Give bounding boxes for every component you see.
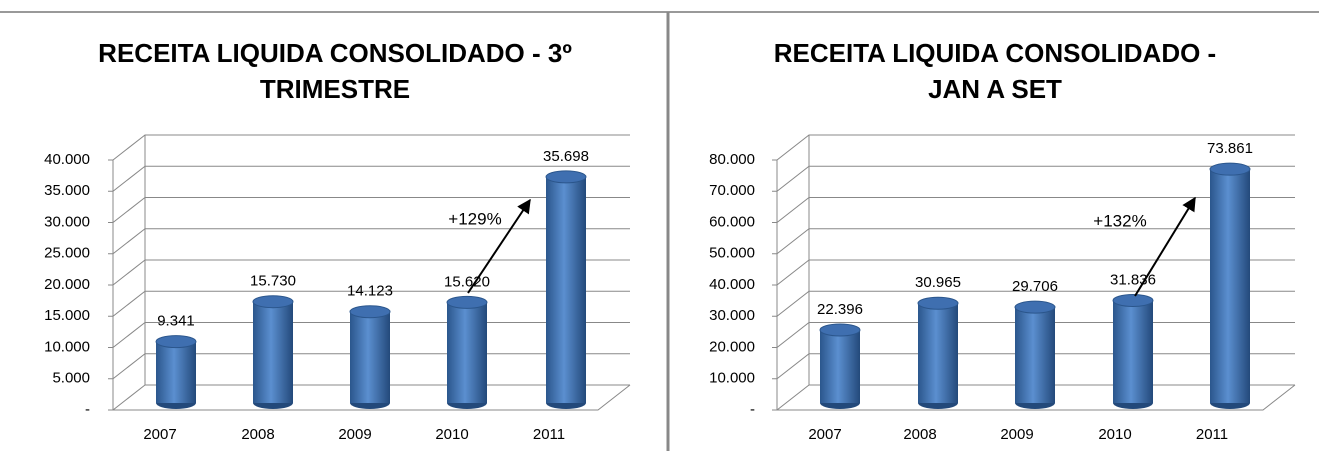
annotation: +132% bbox=[1093, 211, 1146, 230]
x-tick-label: 2010 bbox=[1098, 426, 1131, 443]
data-label: 15.730 bbox=[250, 273, 296, 290]
x-tick-label: 2007 bbox=[808, 426, 841, 443]
grid-line bbox=[772, 165, 1295, 192]
x-tick-label: 2011 bbox=[533, 426, 565, 443]
data-label: 31.836 bbox=[1110, 271, 1156, 288]
y-tick-label: 35.000 bbox=[44, 182, 90, 199]
annotation: +129% bbox=[448, 209, 501, 228]
chart-title: RECEITA LIQUIDA CONSOLIDADO - 3º bbox=[98, 38, 572, 68]
data-label: 15.620 bbox=[444, 273, 490, 290]
x-tick-label: 2011 bbox=[1196, 426, 1228, 443]
grid-line bbox=[772, 134, 1295, 161]
cylinder-top bbox=[1209, 162, 1251, 176]
grid-line bbox=[108, 290, 630, 317]
grid-line bbox=[772, 290, 1295, 317]
cylinder-top bbox=[252, 295, 294, 309]
data-label: 22.396 bbox=[817, 301, 863, 318]
y-tick-label: 20.000 bbox=[709, 338, 755, 355]
y-tick-label: 30.000 bbox=[709, 307, 755, 324]
y-tick-label: 25.000 bbox=[44, 245, 90, 262]
bar bbox=[350, 311, 390, 403]
cylinder-top bbox=[446, 295, 488, 309]
data-label: 73.861 bbox=[1207, 140, 1253, 157]
grid-line bbox=[772, 228, 1295, 255]
cylinder-top bbox=[349, 305, 391, 319]
floor-edge bbox=[777, 384, 1296, 411]
chart-title: TRIMESTRE bbox=[260, 74, 410, 104]
grid-line bbox=[108, 259, 630, 286]
y-tick-label: 5.000 bbox=[52, 370, 90, 387]
cylinder-top bbox=[155, 335, 197, 349]
bar bbox=[918, 303, 958, 403]
y-tick-label: 10.000 bbox=[709, 370, 755, 387]
y-tick-label: 60.000 bbox=[709, 213, 755, 230]
data-label: 14.123 bbox=[347, 283, 393, 300]
floor-edge bbox=[113, 384, 631, 411]
y-tick-label: - bbox=[750, 401, 755, 418]
chart-title: JAN A SET bbox=[928, 74, 1062, 104]
x-tick-label: 2008 bbox=[903, 426, 936, 443]
grid-line bbox=[108, 165, 630, 192]
data-label: 30.965 bbox=[915, 274, 961, 291]
cylinder-top bbox=[1112, 294, 1154, 308]
bar bbox=[253, 301, 293, 403]
bar bbox=[1210, 169, 1250, 403]
y-tick-label: 20.000 bbox=[44, 276, 90, 293]
bar bbox=[546, 176, 586, 403]
chart-title: RECEITA LIQUIDA CONSOLIDADO - bbox=[774, 38, 1216, 68]
bar bbox=[1113, 300, 1153, 403]
growth-arrow bbox=[467, 198, 531, 294]
y-tick-label: 80.000 bbox=[709, 151, 755, 168]
grid-line bbox=[108, 134, 630, 161]
data-label: 29.706 bbox=[1012, 278, 1058, 295]
x-tick-label: 2010 bbox=[435, 426, 468, 443]
y-tick-label: 40.000 bbox=[44, 151, 90, 168]
bar bbox=[156, 341, 196, 403]
grid-line bbox=[772, 259, 1295, 286]
grid-line bbox=[772, 197, 1295, 223]
cylinder-top bbox=[1014, 300, 1056, 314]
data-label: 9.341 bbox=[157, 313, 195, 330]
y-tick-label: 40.000 bbox=[709, 276, 755, 293]
bar bbox=[820, 330, 860, 403]
y-tick-label: 30.000 bbox=[44, 213, 90, 230]
cylinder-top bbox=[917, 296, 959, 310]
x-tick-label: 2007 bbox=[143, 426, 176, 443]
cylinder-top bbox=[545, 170, 587, 184]
growth-arrow bbox=[1134, 196, 1196, 297]
cylinder-top bbox=[819, 323, 861, 337]
y-tick-label: 50.000 bbox=[709, 245, 755, 262]
y-tick-label: 70.000 bbox=[709, 182, 755, 199]
data-label: 35.698 bbox=[543, 148, 589, 165]
x-tick-label: 2009 bbox=[338, 426, 371, 443]
x-tick-label: 2009 bbox=[1000, 426, 1033, 443]
bar bbox=[447, 302, 487, 403]
y-tick-label: 15.000 bbox=[44, 307, 90, 324]
y-tick-label: 10.000 bbox=[44, 338, 90, 355]
x-tick-label: 2008 bbox=[241, 426, 274, 443]
grid-line bbox=[108, 228, 630, 255]
bar bbox=[1015, 307, 1055, 403]
grid-line bbox=[108, 197, 630, 223]
y-tick-label: - bbox=[85, 401, 90, 418]
